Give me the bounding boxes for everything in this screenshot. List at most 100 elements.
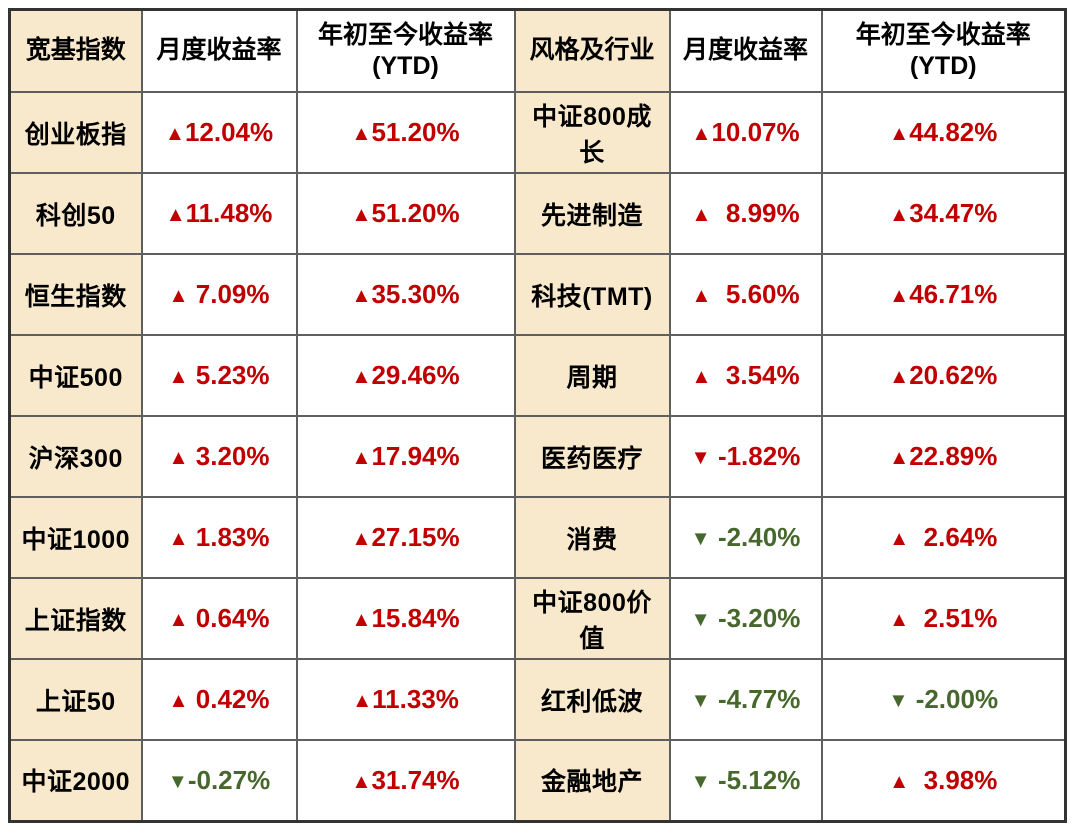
up-triangle-icon: ▲ bbox=[691, 204, 712, 226]
sector-name-cell: 医药医疗 bbox=[513, 415, 671, 498]
ytd-return-cell: ▲22.89% bbox=[820, 415, 1067, 498]
down-triangle-icon: ▼ bbox=[167, 770, 188, 793]
header-ytd-right-line1: 年初至今收益率 bbox=[855, 20, 1031, 49]
up-triangle-icon: ▲ bbox=[168, 366, 189, 388]
header-ytd-left-line2: (YTD) bbox=[372, 52, 439, 80]
sector-name-cell: 先进制造 bbox=[513, 172, 671, 255]
up-triangle-icon: ▲ bbox=[889, 285, 910, 307]
down-triangle-icon: ▼ bbox=[690, 609, 711, 631]
up-triangle-icon: ▲ bbox=[889, 447, 910, 469]
ytd-return-cell: ▲20.62% bbox=[820, 334, 1067, 417]
up-triangle-icon: ▲ bbox=[165, 204, 186, 226]
index-name-cell: 上证50 bbox=[8, 658, 143, 741]
up-triangle-icon: ▲ bbox=[889, 204, 910, 226]
table-body: 创业板指 ▲12.04% ▲51.20% 中证800成长 ▲10.07% ▲44… bbox=[8, 91, 1067, 822]
table-row: 恒生指数 ▲ 7.09% ▲35.30% 科技(TMT) ▲ 5.60% ▲46… bbox=[8, 253, 1067, 336]
up-triangle-icon: ▲ bbox=[351, 366, 372, 388]
ytd-return-cell: ▲ 2.64% bbox=[820, 496, 1067, 579]
sector-name-cell: 中证800价值 bbox=[513, 577, 671, 660]
header-ytd-return-right: 年初至今收益率 (YTD) bbox=[820, 8, 1067, 93]
down-triangle-icon: ▼ bbox=[690, 690, 711, 712]
monthly-return-cell: ▼ -2.40% bbox=[668, 496, 823, 579]
monthly-return-cell: ▲11.48% bbox=[140, 172, 298, 255]
monthly-return-cell: ▲ 3.20% bbox=[140, 415, 298, 498]
monthly-return-cell: ▼ -1.82% bbox=[668, 415, 823, 498]
header-monthly-return-right: 月度收益率 bbox=[668, 8, 823, 93]
up-triangle-icon: ▲ bbox=[691, 366, 712, 388]
table-row: 创业板指 ▲12.04% ▲51.20% 中证800成长 ▲10.07% ▲44… bbox=[8, 91, 1067, 174]
returns-table: 宽基指数 月度收益率 年初至今收益率 (YTD) 风格及行业 月度收益率 年初至… bbox=[8, 8, 1067, 823]
index-name-cell: 上证指数 bbox=[8, 577, 143, 660]
ytd-return-cell: ▲34.47% bbox=[820, 172, 1067, 255]
index-name-cell: 沪深300 bbox=[8, 415, 143, 498]
header-row: 宽基指数 月度收益率 年初至今收益率 (YTD) 风格及行业 月度收益率 年初至… bbox=[8, 8, 1067, 93]
sector-name-cell: 周期 bbox=[513, 334, 671, 417]
up-triangle-icon: ▲ bbox=[351, 770, 372, 793]
header-ytd-left-line1: 年初至今收益率 bbox=[317, 20, 493, 49]
sector-name-cell: 科技(TMT) bbox=[513, 253, 671, 336]
monthly-return-cell: ▲ 3.54% bbox=[668, 334, 823, 417]
monthly-return-cell: ▲ 8.99% bbox=[668, 172, 823, 255]
monthly-return-cell: ▼ -5.12% bbox=[668, 739, 823, 822]
up-triangle-icon: ▲ bbox=[889, 528, 910, 550]
table-row: 中证1000 ▲ 1.83% ▲27.15% 消费 ▼ -2.40% ▲ 2.6… bbox=[8, 496, 1067, 579]
header-ytd-return-left: 年初至今收益率 (YTD) bbox=[295, 8, 516, 93]
monthly-return-cell: ▲ 1.83% bbox=[140, 496, 298, 579]
monthly-return-cell: ▲10.07% bbox=[668, 91, 823, 174]
sector-name-cell: 消费 bbox=[513, 496, 671, 579]
up-triangle-icon: ▲ bbox=[889, 770, 910, 793]
table-row: 沪深300 ▲ 3.20% ▲17.94% 医药医疗 ▼ -1.82% ▲22.… bbox=[8, 415, 1067, 498]
ytd-return-cell: ▼ -2.00% bbox=[820, 658, 1067, 741]
up-triangle-icon: ▲ bbox=[168, 285, 189, 307]
ytd-return-cell: ▲51.20% bbox=[295, 91, 516, 174]
up-triangle-icon: ▲ bbox=[691, 123, 712, 145]
up-triangle-icon: ▲ bbox=[168, 690, 189, 712]
ytd-return-cell: ▲11.33% bbox=[295, 658, 516, 741]
index-name-cell: 创业板指 bbox=[8, 91, 143, 174]
up-triangle-icon: ▲ bbox=[691, 285, 712, 307]
table-row: 中证500 ▲ 5.23% ▲29.46% 周期 ▲ 3.54% ▲20.62% bbox=[8, 334, 1067, 417]
index-name-cell: 恒生指数 bbox=[8, 253, 143, 336]
up-triangle-icon: ▲ bbox=[351, 609, 372, 631]
table-row: 科创50 ▲11.48% ▲51.20% 先进制造 ▲ 8.99% ▲34.47… bbox=[8, 172, 1067, 255]
ytd-return-cell: ▲31.74% bbox=[295, 739, 516, 822]
monthly-return-cell: ▲12.04% bbox=[140, 91, 298, 174]
up-triangle-icon: ▲ bbox=[168, 447, 189, 469]
down-triangle-icon: ▼ bbox=[690, 528, 711, 550]
ytd-return-cell: ▲27.15% bbox=[295, 496, 516, 579]
up-triangle-icon: ▲ bbox=[351, 285, 372, 307]
up-triangle-icon: ▲ bbox=[352, 690, 373, 712]
up-triangle-icon: ▲ bbox=[889, 609, 910, 631]
header-broad-index: 宽基指数 bbox=[8, 8, 143, 93]
monthly-return-cell: ▲ 5.60% bbox=[668, 253, 823, 336]
ytd-return-cell: ▲51.20% bbox=[295, 172, 516, 255]
header-style-industry: 风格及行业 bbox=[513, 8, 671, 93]
index-name-cell: 中证500 bbox=[8, 334, 143, 417]
up-triangle-icon: ▲ bbox=[351, 204, 372, 226]
sector-name-cell: 中证800成长 bbox=[513, 91, 671, 174]
up-triangle-icon: ▲ bbox=[168, 528, 189, 550]
monthly-return-cell: ▲ 0.64% bbox=[140, 577, 298, 660]
ytd-return-cell: ▲29.46% bbox=[295, 334, 516, 417]
sector-name-cell: 红利低波 bbox=[513, 658, 671, 741]
ytd-return-cell: ▲ 3.98% bbox=[820, 739, 1067, 822]
table-row: 上证50 ▲ 0.42% ▲11.33% 红利低波 ▼ -4.77% ▼ -2.… bbox=[8, 658, 1067, 741]
index-name-cell: 科创50 bbox=[8, 172, 143, 255]
ytd-return-cell: ▲ 2.51% bbox=[820, 577, 1067, 660]
header-monthly-return-left: 月度收益率 bbox=[140, 8, 298, 93]
monthly-return-cell: ▲ 5.23% bbox=[140, 334, 298, 417]
sector-name-cell: 金融地产 bbox=[513, 739, 671, 822]
ytd-return-cell: ▲17.94% bbox=[295, 415, 516, 498]
header-ytd-right-line2: (YTD) bbox=[909, 52, 977, 80]
monthly-return-cell: ▲ 0.42% bbox=[140, 658, 298, 741]
monthly-return-cell: ▲ 7.09% bbox=[140, 253, 298, 336]
up-triangle-icon: ▲ bbox=[889, 123, 910, 145]
ytd-return-cell: ▲46.71% bbox=[820, 253, 1067, 336]
monthly-return-cell: ▼-0.27% bbox=[140, 739, 298, 822]
monthly-return-cell: ▼ -4.77% bbox=[668, 658, 823, 741]
up-triangle-icon: ▲ bbox=[351, 447, 372, 469]
up-triangle-icon: ▲ bbox=[168, 609, 189, 631]
up-triangle-icon: ▲ bbox=[351, 123, 372, 145]
down-triangle-icon: ▼ bbox=[888, 690, 909, 712]
